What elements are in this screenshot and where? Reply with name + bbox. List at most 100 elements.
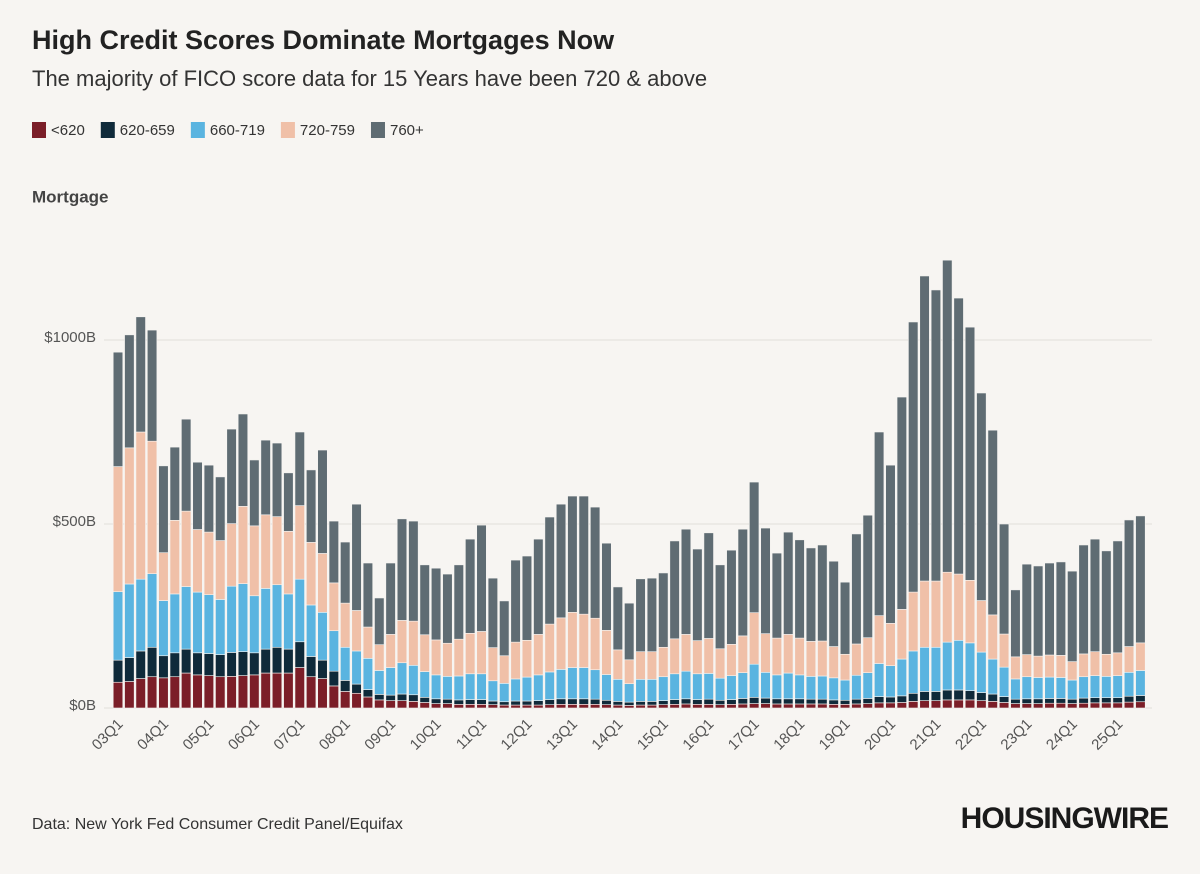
bar-segment	[919, 646, 930, 692]
bar-segment	[158, 677, 169, 709]
bar-segment	[374, 597, 385, 646]
bar-segment	[1021, 676, 1032, 700]
bar-segment	[896, 658, 907, 697]
bar-segment	[317, 449, 328, 554]
bar-segment	[987, 658, 998, 695]
bar-segment	[340, 691, 351, 709]
bar-segment	[692, 640, 703, 675]
legend-swatch	[100, 122, 115, 138]
bar-segment	[828, 704, 839, 709]
bar-segment	[1055, 655, 1066, 678]
bar-segment	[635, 651, 646, 680]
bar-segment	[351, 610, 362, 652]
bar-segment	[260, 648, 271, 674]
bar-segment	[612, 586, 623, 651]
bar-segment	[1044, 698, 1055, 704]
bar-segment	[885, 665, 896, 698]
bar-segment	[306, 469, 317, 543]
bar-segment	[953, 639, 964, 691]
bar-segment	[487, 700, 498, 705]
bar-segment	[215, 676, 226, 709]
bar-segment	[237, 583, 249, 652]
bar-segment	[612, 704, 623, 709]
bar-segment	[158, 655, 169, 679]
bar-segment	[408, 665, 419, 696]
bar-segment	[521, 676, 533, 702]
bar-segment	[783, 634, 794, 674]
bar-segment	[919, 691, 930, 701]
bar-segment	[294, 505, 305, 580]
bar-segment	[476, 673, 487, 700]
bar-segment	[351, 692, 362, 709]
bar-segment	[646, 577, 658, 652]
bar-segment	[601, 542, 612, 631]
bar-segment	[851, 674, 862, 700]
bar-segment	[862, 672, 873, 699]
bar-segment	[158, 600, 169, 657]
source: Data: New York Fed Consumer Credit Panel…	[32, 816, 403, 833]
bar-segment	[260, 439, 271, 516]
bar-segment	[964, 642, 976, 692]
bar-segment	[476, 631, 487, 675]
bar-segment	[919, 700, 930, 709]
bar-segment	[885, 623, 896, 666]
bar-segment	[669, 673, 680, 700]
bar-segment	[385, 694, 396, 701]
bar-segment	[567, 612, 578, 668]
bar-segment	[749, 663, 760, 698]
bar-segment	[124, 334, 135, 449]
bar-segment	[215, 599, 226, 655]
bar-segment	[215, 540, 226, 600]
bar-segment	[1112, 697, 1123, 704]
bar-segment	[351, 503, 362, 611]
bar-segment	[578, 667, 589, 700]
bar-segment	[680, 634, 692, 672]
bar-segment	[862, 698, 873, 704]
bar-segment	[1055, 698, 1066, 704]
bar-segment	[885, 696, 896, 704]
bar-segment	[1089, 651, 1101, 676]
bar-segment	[976, 392, 987, 601]
bar-segment	[1123, 672, 1135, 697]
bar-segment	[942, 699, 953, 709]
bar-segment	[794, 637, 805, 676]
bar-segment	[1078, 697, 1089, 704]
bar-segment	[737, 528, 748, 637]
bar-segment	[976, 651, 987, 693]
bar-segment	[317, 553, 328, 613]
bar-segment	[567, 698, 578, 705]
bar-segment	[521, 704, 533, 709]
legend-label: 620-659	[120, 122, 175, 139]
bar-segment	[544, 623, 555, 673]
bar-segment	[737, 635, 748, 673]
bar-segment	[930, 646, 942, 692]
bar-segment	[306, 604, 317, 657]
bar-segment	[919, 580, 930, 648]
bar-segment	[135, 650, 146, 679]
bar-segment	[192, 529, 203, 593]
bar-segment	[135, 316, 146, 433]
bar-segment	[874, 615, 885, 664]
bar-segment	[646, 651, 658, 680]
bar-segment	[169, 593, 180, 654]
bar-segment	[624, 602, 635, 661]
bar-segment	[1089, 675, 1101, 698]
bar-segment	[112, 351, 124, 467]
bar-segment	[862, 637, 873, 673]
bar-segment	[192, 461, 203, 530]
bar-segment	[805, 676, 817, 700]
bar-segment	[487, 704, 498, 709]
bar-segment	[794, 703, 805, 709]
bar-segment	[760, 633, 771, 673]
bar-segment	[737, 703, 748, 709]
bar-segment	[510, 678, 521, 702]
bar-segment	[1044, 562, 1055, 656]
bar-segment	[146, 573, 158, 648]
bar-segment	[385, 700, 396, 709]
bar-segment	[203, 653, 214, 676]
bar-segment	[306, 676, 317, 709]
bar-segment	[419, 702, 430, 709]
bar-segment	[828, 699, 839, 705]
bar-segment	[465, 704, 476, 709]
